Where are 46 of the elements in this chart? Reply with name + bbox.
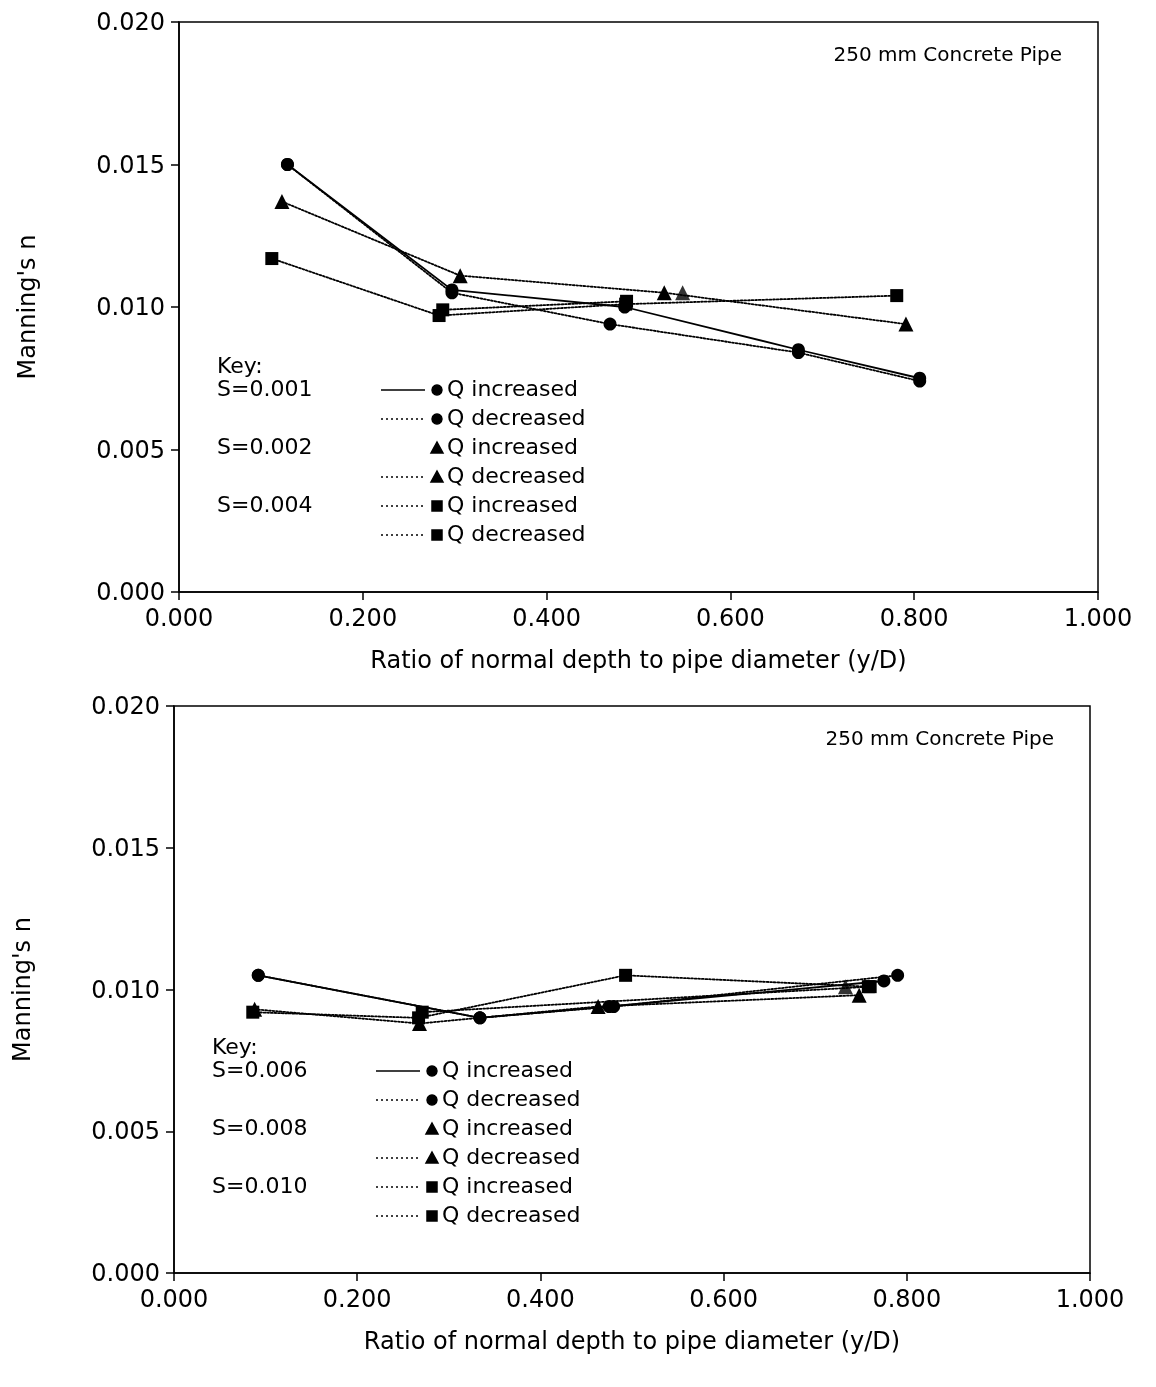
y-axis-title: Manning's n [8, 917, 36, 1062]
legend-title: Key: [217, 352, 263, 378]
legend-label: Q decreased [447, 462, 586, 488]
legend-label: Q decreased [442, 1085, 581, 1111]
annotation: S=0.002 [217, 433, 313, 459]
annotation: S=0.008 [212, 1114, 308, 1140]
y-axis-title: Manning's n [13, 234, 41, 380]
y-tick-label: 0.015 [96, 150, 165, 179]
x-tick-label: 1.000 [1063, 604, 1133, 632]
x-axis-title: Ratio of normal depth to pipe diameter (y/D) [363, 1327, 901, 1355]
y-tick-label: 0.020 [91, 692, 160, 720]
legend-label: Q decreased [442, 1143, 581, 1169]
y-tick-label: 0.000 [96, 578, 165, 606]
x-tick-label: 0.600 [696, 604, 765, 632]
y-tick-label: 0.010 [91, 975, 160, 1004]
x-tick-label: 0.800 [872, 1285, 942, 1313]
legend-title: Key: [212, 1033, 258, 1059]
x-tick-label: 0.000 [139, 1285, 209, 1313]
legend-label: Q increased [447, 375, 579, 401]
y-tick-label: 0.005 [96, 435, 165, 464]
x-tick-label: 1.000 [1055, 1285, 1125, 1313]
x-tick-label: 0.800 [879, 604, 949, 632]
annotation: S=0.010 [212, 1172, 308, 1198]
annotation: 250 mm Concrete Pipe [825, 726, 1054, 750]
y-tick-label: 0.020 [96, 8, 165, 36]
legend-label: Q decreased [447, 404, 586, 430]
annotation: S=0.004 [217, 491, 313, 517]
y-tick-label: 0.010 [96, 293, 165, 321]
legend-label: Q increased [447, 491, 579, 517]
y-tick-label: 0.005 [91, 1117, 160, 1146]
x-tick-label: 0.400 [512, 604, 581, 632]
x-tick-label: 0.400 [506, 1285, 575, 1313]
legend-label: Q decreased [447, 520, 586, 546]
y-tick-label: 0.000 [91, 1259, 160, 1287]
annotation: 250 mm Concrete Pipe [833, 42, 1062, 66]
x-axis-title: Ratio of normal depth to pipe diameter (y/D) [370, 646, 907, 674]
legend-label: Q increased [442, 1114, 574, 1140]
legend-label: Q increased [442, 1056, 574, 1082]
y-tick-label: 0.015 [91, 833, 160, 862]
legend-label: Q increased [447, 433, 579, 459]
x-tick-label: 0.600 [689, 1285, 758, 1313]
x-tick-label: 0.200 [328, 604, 398, 632]
x-tick-label: 0.000 [144, 604, 214, 632]
x-tick-label: 0.200 [322, 1285, 392, 1313]
legend-label: Q decreased [442, 1201, 581, 1227]
legend-label: Q increased [442, 1172, 574, 1198]
